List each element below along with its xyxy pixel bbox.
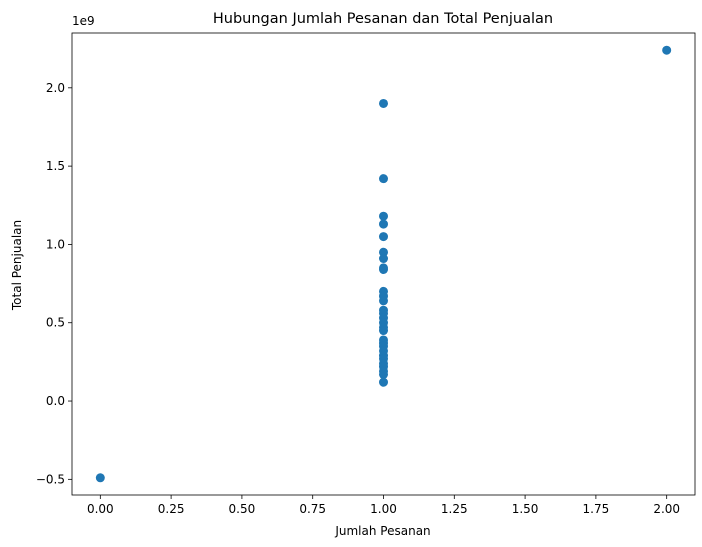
x-tick-label: 0.50 xyxy=(229,502,256,516)
scatter-point xyxy=(379,211,388,221)
scatter-point xyxy=(379,377,388,387)
scatter-point xyxy=(379,326,388,336)
y-tick-label: 0.5 xyxy=(46,316,65,330)
plot-area: 0.00 0.25 0.50 0.75 1.00 1.25 1.50 1.75 2.00 −0.5… xyxy=(36,32,696,516)
scatter-point xyxy=(379,369,388,379)
x-tick-label: 1.50 xyxy=(512,502,539,516)
y-tick-label: 0.0 xyxy=(46,394,65,408)
y-tick-label: 1.5 xyxy=(46,159,65,173)
chart-title: Hubungan Jumlah Pesanan dan Total Penjua… xyxy=(213,11,553,27)
x-tick-label: 2.00 xyxy=(653,502,680,516)
x-axis-label: Jumlah Pesanan xyxy=(334,524,430,538)
scatter-point xyxy=(379,296,388,306)
x-tick-label: 0.00 xyxy=(87,502,114,516)
scatter-point xyxy=(662,45,672,55)
y-tick-label: 2.0 xyxy=(46,81,65,95)
x-tick-label: 0.75 xyxy=(299,502,326,516)
scatter-point xyxy=(379,219,388,229)
scatter-point xyxy=(379,254,388,264)
scatter-point xyxy=(95,473,105,483)
scatter-point xyxy=(379,98,388,108)
x-tick-label: 1.00 xyxy=(370,502,397,516)
y-offset-label: 1e9 xyxy=(72,14,95,28)
scatter-point xyxy=(379,232,388,242)
scatter-point xyxy=(379,264,388,274)
x-tick-label: 1.75 xyxy=(583,502,610,516)
y-axis-label: Total Penjualan xyxy=(10,220,24,311)
scatter-point xyxy=(379,247,388,257)
x-tick-label: 1.25 xyxy=(441,502,468,516)
x-tick-label: 0.25 xyxy=(158,502,185,516)
scatter-point xyxy=(379,174,388,184)
y-tick-label: 1.0 xyxy=(46,237,65,251)
y-tick-label: −0.5 xyxy=(36,472,65,486)
